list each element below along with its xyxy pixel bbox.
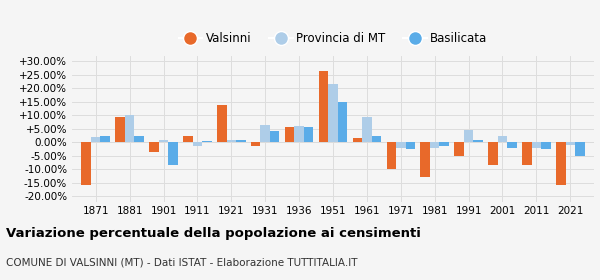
- Bar: [260, 125, 270, 142]
- Bar: [522, 142, 532, 165]
- Bar: [541, 142, 551, 149]
- Bar: [295, 126, 304, 142]
- Bar: [91, 137, 100, 142]
- Bar: [100, 136, 110, 142]
- Bar: [319, 71, 328, 142]
- Bar: [183, 136, 193, 142]
- Bar: [304, 127, 313, 142]
- Bar: [82, 142, 91, 185]
- Bar: [202, 141, 212, 142]
- Bar: [125, 115, 134, 142]
- Bar: [498, 136, 507, 142]
- Bar: [464, 130, 473, 142]
- Bar: [386, 142, 396, 169]
- Bar: [575, 142, 584, 156]
- Bar: [149, 142, 159, 152]
- Text: COMUNE DI VALSINNI (MT) - Dati ISTAT - Elaborazione TUTTITALIA.IT: COMUNE DI VALSINNI (MT) - Dati ISTAT - E…: [6, 258, 358, 268]
- Bar: [566, 142, 575, 145]
- Bar: [227, 140, 236, 142]
- Bar: [421, 142, 430, 177]
- Bar: [115, 117, 125, 142]
- Bar: [488, 142, 498, 165]
- Bar: [454, 142, 464, 156]
- Bar: [396, 142, 406, 148]
- Bar: [285, 127, 295, 142]
- Bar: [362, 117, 371, 142]
- Bar: [532, 142, 541, 148]
- Bar: [430, 142, 439, 148]
- Bar: [193, 142, 202, 146]
- Bar: [168, 142, 178, 165]
- Bar: [406, 142, 415, 149]
- Bar: [338, 102, 347, 142]
- Bar: [236, 140, 245, 142]
- Bar: [556, 142, 566, 185]
- Bar: [473, 140, 483, 142]
- Bar: [439, 142, 449, 146]
- Bar: [353, 138, 362, 142]
- Bar: [371, 136, 381, 142]
- Bar: [134, 136, 144, 142]
- Text: Variazione percentuale della popolazione ai censimenti: Variazione percentuale della popolazione…: [6, 227, 421, 240]
- Bar: [270, 132, 280, 142]
- Bar: [251, 142, 260, 146]
- Bar: [159, 140, 168, 142]
- Bar: [507, 142, 517, 148]
- Bar: [328, 84, 338, 142]
- Legend: Valsinni, Provincia di MT, Basilicata: Valsinni, Provincia di MT, Basilicata: [176, 30, 490, 48]
- Bar: [217, 104, 227, 142]
